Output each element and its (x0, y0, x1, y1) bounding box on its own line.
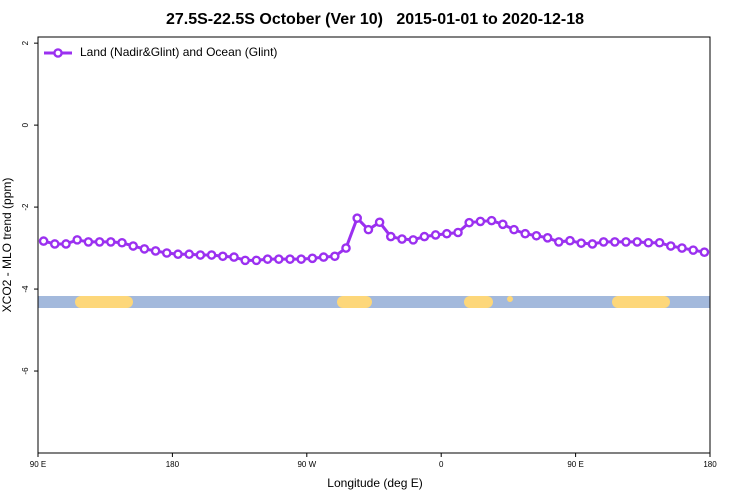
data-point (72, 235, 82, 245)
data-point (408, 235, 419, 245)
legend-marker (53, 48, 63, 58)
x-tick-label: 90 E (30, 460, 46, 469)
data-point (475, 216, 486, 227)
data-point (229, 252, 239, 262)
data-point (251, 255, 262, 266)
data-point (341, 243, 351, 253)
data-point (296, 254, 307, 264)
legend-label: Land (Nadir&Glint) and Ocean (Glint) (80, 45, 277, 59)
data-point (150, 246, 161, 256)
data-point (430, 230, 441, 240)
data-point (397, 234, 407, 244)
x-tick-label: 180 (703, 460, 717, 469)
data-point (38, 236, 49, 246)
data-point (520, 228, 531, 239)
x-tick-label: 180 (166, 460, 180, 469)
data-point (643, 237, 654, 248)
y-tick-label: 2 (21, 40, 30, 45)
data-point (240, 255, 250, 266)
data-point (83, 237, 94, 247)
data-point (486, 215, 497, 226)
data-point (217, 251, 228, 262)
y-tick-label: -4 (21, 285, 30, 293)
data-point (565, 235, 575, 246)
data-point (318, 252, 329, 262)
x-tick-label: 0 (439, 460, 444, 469)
data-point (61, 239, 71, 249)
land-region (75, 296, 133, 308)
data-point (666, 241, 676, 251)
data-point (576, 238, 587, 248)
data-point (497, 219, 508, 230)
surface-band (38, 296, 710, 308)
x-tick-label: 90 E (567, 460, 583, 469)
data-point (117, 237, 127, 248)
y-tick-label: 0 (21, 122, 30, 127)
data-point (554, 237, 564, 247)
data-point (699, 247, 710, 257)
y-axis-label: XCO2 - MLO trend (ppm) (0, 178, 14, 313)
data-point (184, 249, 194, 260)
data-point (464, 217, 475, 228)
data-point (677, 243, 687, 253)
data-point (509, 224, 519, 235)
land-region (507, 296, 513, 302)
data-point (94, 237, 105, 247)
data-point (329, 251, 340, 262)
land-region (464, 296, 493, 308)
data-point (363, 224, 374, 235)
data-point (587, 239, 598, 249)
chart-title: 27.5S-22.5S October (Ver 10) 2015-01-01 … (166, 11, 584, 28)
data-point (307, 253, 318, 264)
x-axis-label: Longitude (deg E) (327, 476, 422, 490)
data-point (352, 213, 363, 223)
data-point (419, 231, 430, 242)
data-point (598, 237, 609, 247)
data-point (654, 237, 665, 248)
data-point (206, 250, 217, 260)
data-point (531, 230, 542, 241)
data-point (610, 237, 620, 247)
data-point (195, 250, 206, 260)
data-point (632, 237, 643, 247)
data-point (621, 237, 631, 247)
data-point (542, 233, 553, 243)
data-point (285, 254, 295, 264)
data-point (385, 231, 396, 242)
y-tick-label: -2 (21, 203, 30, 211)
land-region (337, 296, 372, 308)
data-point (374, 217, 385, 228)
data-point (273, 254, 284, 264)
data-point (173, 249, 183, 260)
data-point (441, 228, 452, 239)
x-tick-label: 90 W (297, 460, 316, 469)
data-point (50, 239, 60, 249)
data-point (128, 241, 138, 251)
y-tick-label: -6 (21, 367, 30, 375)
data-point (106, 237, 116, 247)
data-point (139, 244, 150, 254)
land-region (612, 296, 670, 308)
ocean-band (38, 296, 710, 308)
plot-frame (37, 36, 711, 454)
data-point (688, 245, 699, 255)
data-point (161, 248, 172, 258)
data-point (262, 254, 273, 264)
data-point (453, 227, 463, 238)
